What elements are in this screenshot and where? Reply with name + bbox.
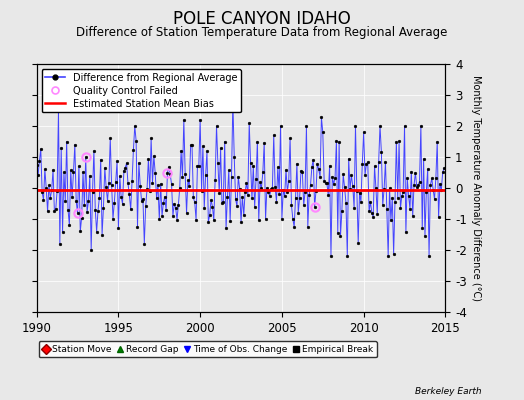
Text: Difference of Station Temperature Data from Regional Average: Difference of Station Temperature Data f…: [77, 26, 447, 39]
Text: POLE CANYON IDAHO: POLE CANYON IDAHO: [173, 10, 351, 28]
Text: Berkeley Earth: Berkeley Earth: [416, 387, 482, 396]
Legend: Station Move, Record Gap, Time of Obs. Change, Empirical Break: Station Move, Record Gap, Time of Obs. C…: [39, 341, 377, 358]
Y-axis label: Monthly Temperature Anomaly Difference (°C): Monthly Temperature Anomaly Difference (…: [471, 75, 481, 301]
Legend: Difference from Regional Average, Quality Control Failed, Estimated Station Mean: Difference from Regional Average, Qualit…: [41, 69, 241, 112]
